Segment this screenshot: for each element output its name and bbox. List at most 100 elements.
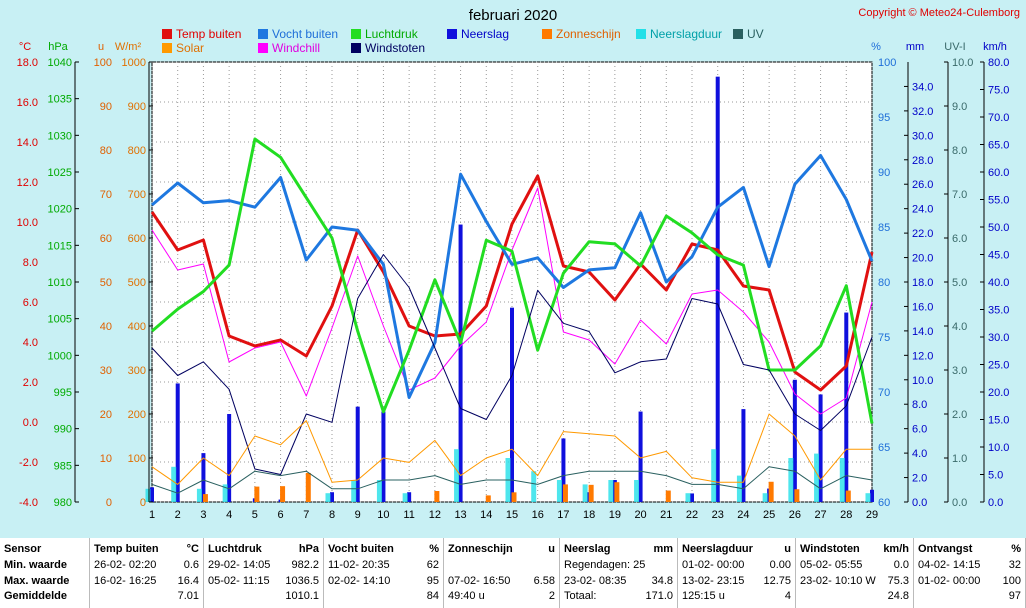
uv-tick-label: 1.0: [952, 453, 967, 465]
summary-header-unit: %: [429, 543, 439, 555]
summary-row: [448, 558, 555, 573]
zon-tick-label: 30: [100, 365, 112, 377]
x-tick-label: 18: [583, 509, 595, 521]
bar-zonneschijn: [511, 492, 517, 502]
zon-tick-label: 40: [100, 321, 112, 333]
zon-tick-label: 80: [100, 145, 112, 157]
summary-cell-right: 2: [548, 590, 555, 602]
summary-header-unit: km/h: [883, 543, 909, 555]
summary-cell-right: 32: [1008, 559, 1021, 571]
neerslag-tick-label: 16.0: [912, 301, 933, 313]
legend-swatch: [542, 29, 552, 39]
summary-row: 16-02- 16:25 16.4: [94, 574, 199, 589]
bar-neerslagduur: [865, 493, 871, 502]
bar-neerslag: [175, 383, 180, 502]
summary-row: 125:15 u 4: [682, 589, 791, 604]
zon-tick-label: 100: [94, 57, 112, 69]
bar-neerslag: [407, 492, 412, 502]
summary-cell-right: 0.6: [183, 559, 199, 571]
chart-title: februari 2020: [469, 7, 557, 24]
wind-tick-label: 50.0: [988, 222, 1009, 234]
x-tick-label: 5: [252, 509, 258, 521]
summary-row: 04-02- 14:15 32: [918, 558, 1021, 573]
x-tick-label: 3: [200, 509, 206, 521]
axes: 18.016.014.012.010.08.06.04.02.00.0-2.0-…: [17, 41, 1010, 521]
summary-row: 29-02- 14:05 982.2: [208, 558, 319, 573]
legend-swatch: [258, 29, 268, 39]
neerslag-tick-label: 26.0: [912, 179, 933, 191]
uv-tick-label: 10.0: [952, 57, 973, 69]
uv-tick-label: 9.0: [952, 101, 967, 113]
vocht-tick-label: 65: [878, 442, 890, 454]
zon-tick-label: 90: [100, 101, 112, 113]
neerslag-tick-label: 22.0: [912, 228, 933, 240]
summary-header: Temp buiten °C: [94, 542, 199, 557]
summary-cell-right: 982.2: [291, 559, 319, 571]
summary-row: 07-02- 16:50 6.58: [448, 574, 555, 589]
vocht-tick-label: 75: [878, 332, 890, 344]
legend-swatch: [351, 29, 361, 39]
summary-header: Zonneschijn u: [448, 542, 555, 557]
bar-zonneschijn: [434, 491, 440, 502]
summary-cell-left: 26-02- 02:20: [94, 559, 157, 571]
x-tick-label: 4: [226, 509, 232, 521]
wind-tick-label: 55.0: [988, 195, 1009, 207]
zon-tick-label: 0: [106, 497, 112, 509]
wind-tick-label: 75.0: [988, 85, 1009, 97]
summary-cell-left: 02-02- 14:10: [328, 575, 391, 587]
x-tick-label: 15: [506, 509, 518, 521]
summary-row: Totaal: 171.0: [564, 589, 673, 604]
summary-table: Sensor Min. waarde Max. waarde Gemiddelde Te…: [0, 538, 1026, 608]
wind-tick-label: 35.0: [988, 305, 1009, 317]
bar-zonneschijn: [588, 484, 594, 502]
uv-tick-label: 5.0: [952, 277, 967, 289]
summary-header-unit: %: [1011, 543, 1021, 555]
wind-tick-label: 80.0: [988, 57, 1009, 69]
bar-neerslag: [690, 493, 694, 502]
summary-header-unit: mm: [653, 543, 673, 555]
x-tick-label: 20: [634, 509, 646, 521]
solar-axis-header: W/m²: [115, 41, 142, 53]
x-tick-label: 25: [763, 509, 775, 521]
druk-tick-label: 1025: [48, 167, 72, 179]
bar-neerslagduur: [145, 488, 151, 502]
uv-tick-label: 6.0: [952, 233, 967, 245]
zon-tick-label: 10: [100, 453, 112, 465]
temp-tick-label: 16.0: [17, 97, 38, 109]
bar-neerslagduur: [454, 449, 460, 502]
summary-cell-left: Min. waarde: [4, 559, 67, 571]
bar-neerslagduur: [814, 453, 820, 502]
druk-tick-label: 985: [54, 460, 72, 472]
x-tick-label: 6: [278, 509, 284, 521]
summary-cell-left: 05-02- 11:15: [208, 575, 270, 587]
neerslag-tick-label: 14.0: [912, 326, 933, 338]
summary-row: 24.8: [800, 589, 909, 604]
summary-row: 13-02- 23:15 12.75: [682, 574, 791, 589]
neerslag-tick-label: 4.0: [912, 448, 927, 460]
bar-zonneschijn: [280, 486, 286, 502]
x-tick-label: 22: [686, 509, 698, 521]
summary-cell-right: 84: [426, 590, 439, 602]
x-tick-label: 9: [355, 509, 361, 521]
summary-header-label: Neerslag: [564, 543, 611, 555]
summary-column: Sensor Min. waarde Max. waarde Gemiddelde: [0, 538, 90, 608]
vocht-tick-label: 80: [878, 277, 890, 289]
summary-row: 05-02- 05:55 0.0: [800, 558, 909, 573]
wind-tick-label: 30.0: [988, 332, 1009, 344]
bar-zonneschijn: [845, 490, 851, 502]
line-series: [150, 137, 874, 494]
vocht-tick-label: 85: [878, 222, 890, 234]
temp-axis-header: °C: [19, 41, 31, 53]
wind-tick-label: 45.0: [988, 250, 1009, 262]
vocht-axis-header: %: [871, 41, 881, 53]
vocht-tick-label: 95: [878, 112, 890, 124]
legend-swatch: [162, 29, 172, 39]
summary-cell-right: 1036.5: [285, 575, 319, 587]
summary-column: Neerslagduur u 01-02- 00:00 0.00 13-02- 23:1…: [678, 538, 796, 608]
x-tick-label: 7: [303, 509, 309, 521]
bar-neerslag: [741, 409, 746, 502]
legend-label: Zonneschijn: [556, 27, 621, 41]
bar-neerslag: [844, 312, 849, 502]
druk-tick-label: 1010: [48, 277, 72, 289]
uv-tick-label: 3.0: [952, 365, 967, 377]
